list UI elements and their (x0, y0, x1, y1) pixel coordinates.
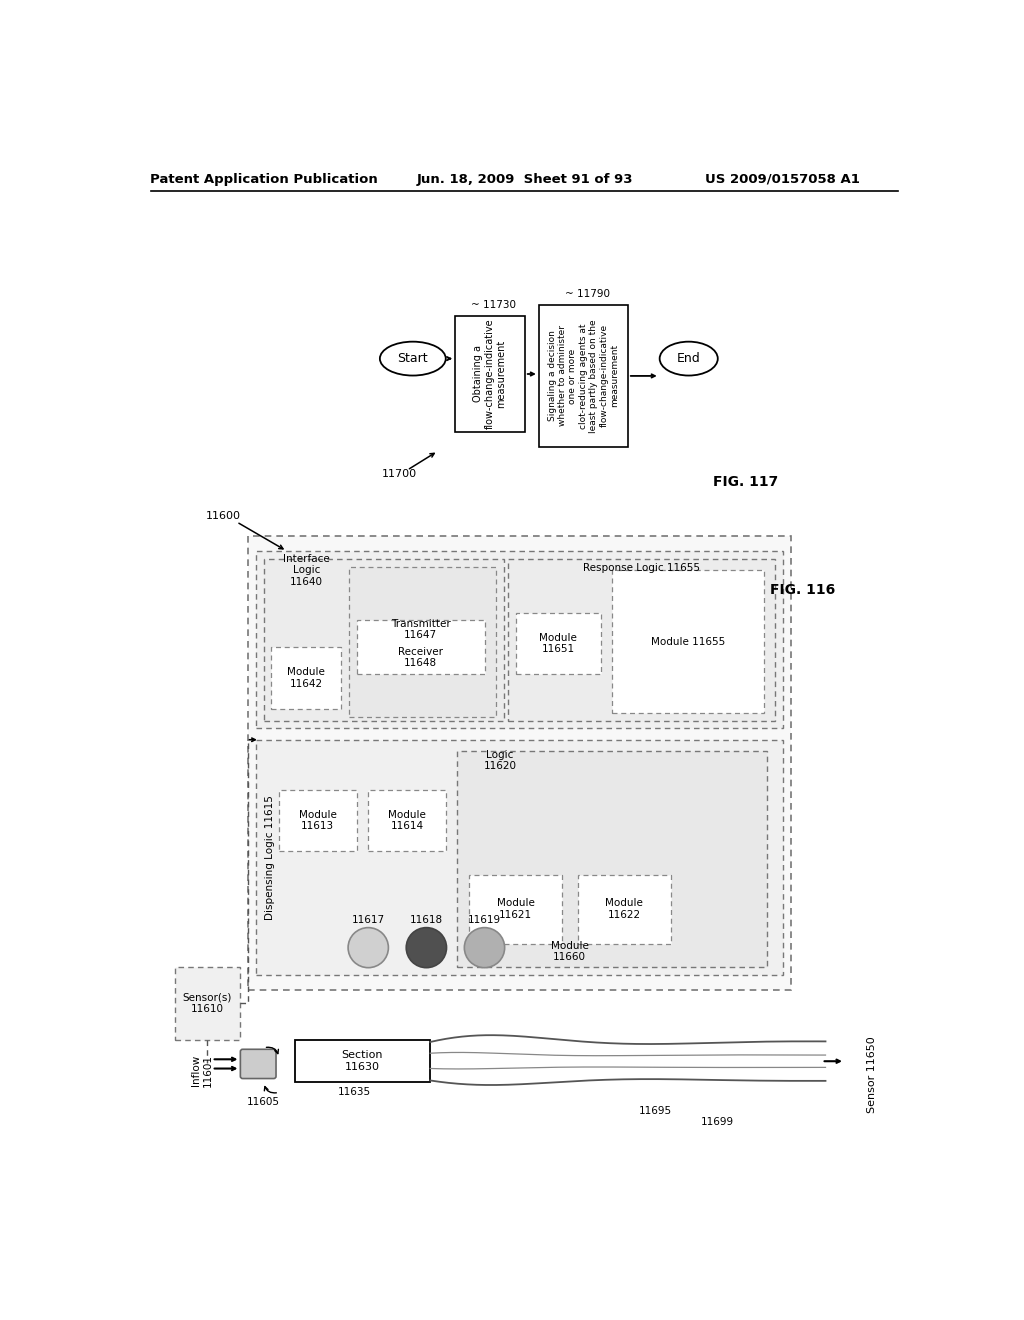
Bar (263, 558, 504, 721)
Ellipse shape (380, 342, 445, 376)
Text: Interface
Logic
11640: Interface Logic 11640 (283, 554, 330, 587)
Text: Receiver
11648: Receiver 11648 (398, 647, 443, 668)
Circle shape (407, 928, 446, 968)
Bar (612, 570, 764, 713)
Text: 11635: 11635 (338, 1088, 372, 1097)
Bar (280, 789, 356, 851)
Text: Module
11642: Module 11642 (288, 668, 326, 689)
Circle shape (348, 928, 388, 968)
Text: Response Logic 11655: Response Logic 11655 (583, 564, 700, 573)
Text: FIG. 116: FIG. 116 (770, 582, 835, 597)
Text: Module 11655: Module 11655 (651, 636, 725, 647)
Text: Inflow
11601: Inflow 11601 (190, 1055, 212, 1088)
Text: 11605: 11605 (247, 1097, 281, 1106)
Text: 11617: 11617 (351, 915, 385, 925)
Text: ~ 11730: ~ 11730 (471, 301, 516, 310)
Text: 11699: 11699 (700, 1118, 733, 1127)
Text: Signaling a decision
whether to administer
one or more
clot-reducing agents at
l: Signaling a decision whether to administ… (548, 319, 620, 433)
Text: Sensor 11650: Sensor 11650 (867, 1036, 877, 1113)
Text: Logic
11620: Logic 11620 (483, 750, 516, 771)
Text: Start: Start (397, 352, 428, 366)
Text: Module
11613: Module 11613 (299, 809, 337, 832)
Text: Sensor(s)
11610: Sensor(s) 11610 (182, 993, 232, 1014)
Text: Dispensing Logic 11615: Dispensing Logic 11615 (265, 795, 274, 920)
Text: Module
11660: Module 11660 (551, 941, 589, 962)
Ellipse shape (659, 342, 718, 376)
Bar (174, 968, 241, 1040)
Bar (455, 317, 524, 432)
Bar (458, 751, 767, 966)
Text: US 2009/0157058 A1: US 2009/0157058 A1 (706, 173, 860, 186)
Circle shape (464, 928, 505, 968)
FancyBboxPatch shape (241, 1049, 276, 1078)
Bar (578, 875, 671, 944)
Bar (469, 875, 562, 944)
Text: 11618: 11618 (410, 915, 443, 925)
Bar (369, 789, 445, 851)
Text: Module
11614: Module 11614 (388, 809, 426, 832)
Text: Obtaining a
flow-change-indicative
measurement: Obtaining a flow-change-indicative measu… (473, 318, 507, 429)
Text: Module
11622: Module 11622 (605, 899, 643, 920)
Text: Patent Application Publication: Patent Application Publication (150, 173, 378, 186)
Bar (508, 558, 775, 721)
Text: 11695: 11695 (638, 1106, 672, 1115)
Bar (248, 536, 791, 990)
Text: Section
11630: Section 11630 (342, 1051, 383, 1072)
Text: End: End (677, 352, 700, 366)
Bar (539, 305, 628, 447)
Bar (515, 612, 601, 675)
Text: Transmitter
11647: Transmitter 11647 (391, 619, 451, 640)
Bar (356, 620, 484, 675)
Text: Module
11651: Module 11651 (540, 632, 578, 655)
Text: Jun. 18, 2009  Sheet 91 of 93: Jun. 18, 2009 Sheet 91 of 93 (417, 173, 633, 186)
Bar (349, 566, 496, 717)
Text: 11700: 11700 (382, 469, 417, 479)
Bar (295, 1040, 430, 1082)
Text: FIG. 117: FIG. 117 (713, 475, 778, 488)
Bar (271, 647, 341, 709)
Bar (256, 739, 783, 974)
Text: Module
11621: Module 11621 (497, 899, 535, 920)
Text: ~ 11790: ~ 11790 (564, 289, 609, 298)
Bar (256, 552, 783, 729)
Text: 11619: 11619 (468, 915, 501, 925)
Text: 11600: 11600 (206, 511, 241, 521)
